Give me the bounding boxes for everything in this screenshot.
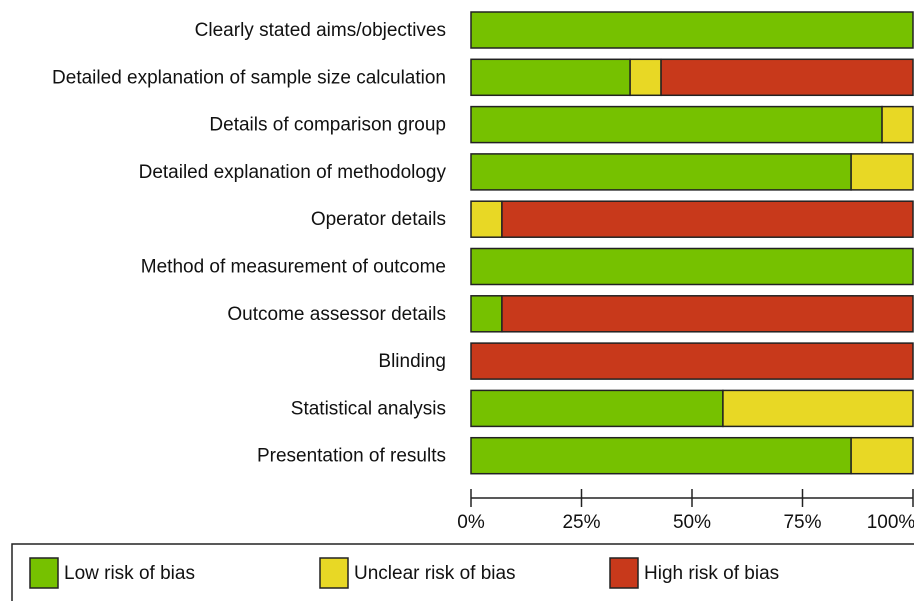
bar-segment (470, 342, 914, 380)
bar-segment (470, 153, 852, 191)
y-tick-label: Method of measurement of outcome (141, 257, 446, 278)
x-tick-label: 100% (867, 512, 914, 533)
bar-segment (501, 295, 914, 333)
bar-segment (501, 200, 914, 238)
y-tick-label: Operator details (311, 209, 446, 230)
legend-swatch (319, 557, 349, 589)
x-tick-label: 0% (457, 512, 485, 533)
bar-segment (470, 105, 883, 144)
bar-segment (660, 58, 914, 97)
y-tick-label: Blinding (378, 351, 446, 372)
legend-label: Unclear risk of bias (354, 563, 516, 584)
bar-segment (470, 58, 631, 97)
bar-segment (850, 153, 914, 191)
bar-segment (470, 247, 914, 286)
bar-segment (470, 295, 503, 333)
legend-swatch (609, 557, 639, 589)
y-tick-label: Details of comparison group (209, 115, 446, 136)
legend-swatch (29, 557, 59, 589)
y-tick-label: Clearly stated aims/objectives (195, 20, 446, 41)
y-tick-label: Presentation of results (257, 446, 446, 467)
y-tick-label: Detailed explanation of sample size calc… (52, 67, 446, 88)
legend-label: High risk of bias (644, 563, 779, 584)
x-tick-label: 50% (673, 512, 711, 533)
x-tick-label: 25% (562, 512, 600, 533)
y-tick-label: Outcome assessor details (227, 304, 446, 325)
y-tick-label: Statistical analysis (291, 398, 446, 419)
x-tick-label: 75% (783, 512, 821, 533)
legend-label: Low risk of bias (64, 563, 195, 584)
y-tick-label: Detailed explanation of methodology (139, 162, 447, 183)
bar-segment (470, 389, 724, 428)
bar-segment (722, 389, 914, 428)
bar-segment (470, 11, 914, 49)
bar-segment (470, 200, 503, 238)
bar-segment (850, 436, 914, 475)
bar-segment (881, 105, 914, 144)
bar-segment (470, 436, 852, 475)
bar-segment (629, 58, 662, 97)
legend-box (11, 543, 914, 601)
